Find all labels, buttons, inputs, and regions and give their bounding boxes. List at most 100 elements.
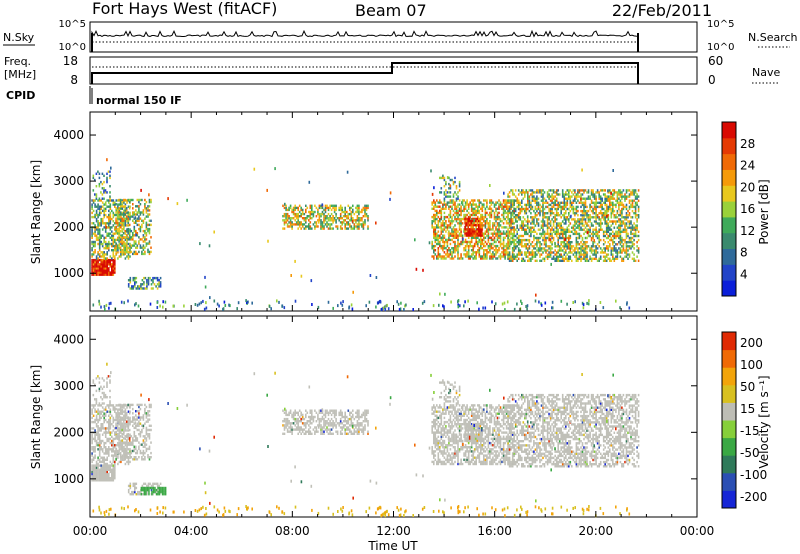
power-cell	[578, 251, 581, 254]
power-cell	[504, 211, 506, 215]
power-cell	[306, 206, 309, 210]
power-cell	[637, 247, 640, 250]
power-cell	[449, 234, 452, 237]
power-cell	[116, 209, 119, 212]
power-cell	[474, 219, 477, 223]
power-cell	[205, 306, 208, 310]
power-cell	[333, 217, 336, 220]
power-cell	[237, 301, 240, 305]
power-cell	[630, 238, 632, 242]
power-cell	[631, 236, 634, 240]
power-cell	[605, 203, 608, 207]
power-cell	[519, 218, 522, 221]
power-cell	[91, 265, 93, 268]
power-cell	[91, 207, 93, 210]
power-cell	[549, 214, 552, 217]
velocity-cell	[98, 435, 101, 438]
velocity-cell	[117, 454, 119, 457]
velocity-cell	[103, 460, 105, 464]
power-cell	[111, 267, 113, 270]
power-cell	[452, 182, 455, 186]
power-cell	[557, 241, 559, 244]
velocity-cell	[94, 433, 96, 436]
power-cell	[103, 271, 105, 274]
power-cell	[104, 267, 107, 270]
power-cell	[115, 203, 117, 206]
power-cell	[624, 218, 626, 221]
power-cell	[446, 249, 449, 252]
power-cell	[449, 242, 452, 246]
power-cell	[519, 203, 522, 207]
power-cell	[138, 215, 140, 218]
power-cell	[101, 193, 104, 196]
power-cell	[595, 197, 597, 200]
power-cell	[583, 247, 585, 250]
power-cell	[548, 253, 550, 256]
power-cell	[510, 232, 512, 236]
power-colorbar-swatch	[722, 280, 736, 297]
power-cell	[108, 306, 110, 310]
power-cell	[346, 210, 348, 214]
velocity-cell	[103, 474, 105, 478]
power-cell	[554, 203, 556, 207]
velocity-cell	[126, 406, 128, 409]
power-cell	[118, 211, 120, 214]
power-cell	[551, 226, 553, 229]
power-cell	[628, 224, 631, 227]
power-cell	[100, 251, 102, 254]
power-cell	[136, 232, 139, 235]
freq-tick-top: 18	[63, 54, 78, 68]
power-cell	[301, 225, 304, 228]
power-cell	[336, 217, 339, 220]
power-cell	[599, 228, 602, 231]
power-cell	[125, 236, 128, 239]
power-cell	[132, 198, 134, 202]
power-cell	[490, 253, 493, 256]
power-cell	[145, 211, 148, 214]
power-cell	[355, 219, 357, 222]
power-cell	[486, 220, 488, 223]
power-cell	[126, 242, 128, 246]
power-cell	[540, 195, 543, 198]
power-cell	[145, 227, 148, 231]
power-cell	[484, 213, 487, 217]
power-cell	[321, 203, 324, 207]
power-cell	[586, 241, 588, 244]
power-cell	[224, 304, 227, 307]
velocity-cell	[124, 416, 127, 420]
power-cell	[321, 225, 324, 228]
power-cell	[545, 205, 547, 209]
power-cell	[612, 249, 614, 252]
power-cell	[294, 215, 296, 218]
power-cell	[108, 213, 110, 217]
power-cell	[133, 213, 136, 216]
power-cell	[138, 211, 140, 214]
power-cell	[339, 206, 342, 210]
velocity-cell	[108, 468, 110, 471]
power-cell	[510, 255, 512, 258]
power-cell	[618, 232, 620, 236]
power-cell	[291, 210, 293, 214]
power-cell	[577, 193, 579, 196]
power-cell	[542, 201, 544, 204]
power-cell	[630, 193, 632, 196]
power-cell	[144, 238, 146, 241]
power-cell	[458, 209, 461, 213]
power-cell	[94, 263, 96, 266]
velocity-cell	[95, 398, 98, 401]
power-cell	[470, 205, 473, 208]
power-cell	[440, 222, 443, 225]
power-cell	[536, 249, 538, 252]
power-cell	[156, 306, 159, 309]
power-cell	[92, 271, 95, 274]
power-cell	[527, 199, 529, 202]
power-cell	[132, 213, 134, 216]
power-cell	[489, 199, 491, 202]
power-cell	[551, 209, 553, 213]
power-cell	[457, 249, 459, 252]
power-cell	[308, 215, 310, 218]
power-cell	[522, 207, 525, 211]
power-cell	[569, 241, 572, 244]
velocity-cell	[111, 477, 113, 480]
velocity-cell	[124, 462, 127, 466]
